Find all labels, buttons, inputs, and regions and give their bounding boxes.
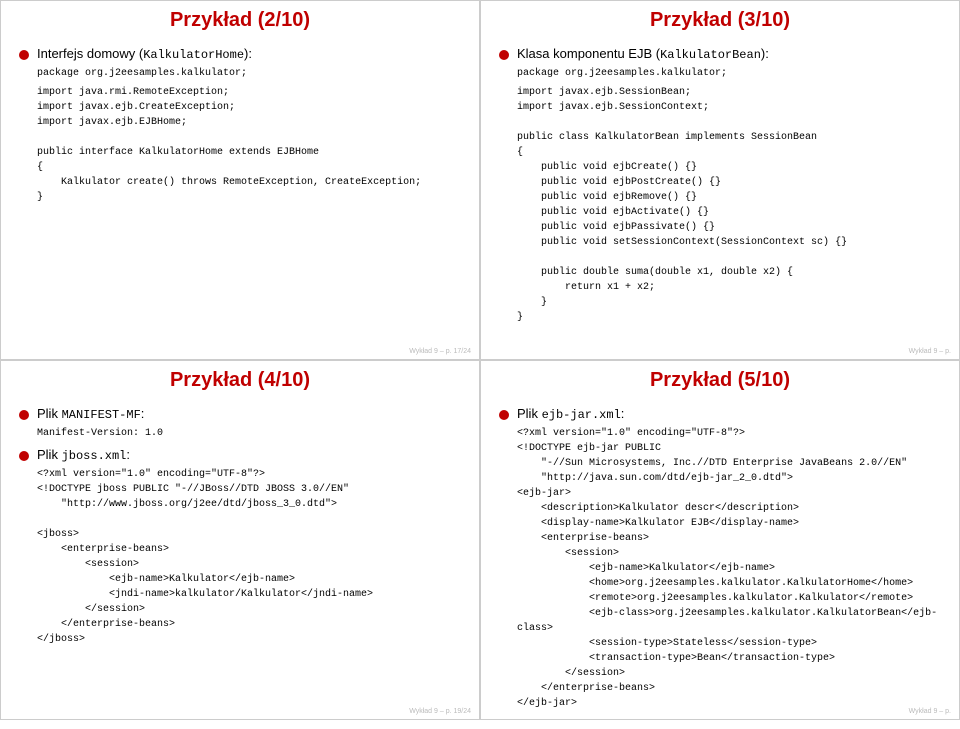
bullet-item: Interfejs domowy (KalkulatorHome):	[19, 46, 467, 62]
code-block: package org.j2eesamples.kalkulator;	[517, 66, 947, 81]
slide-2-10: Przykład (2/10) Interfejs domowy (Kalkul…	[0, 0, 480, 360]
bullet-item: Plik jboss.xml:	[19, 447, 467, 463]
slide-title: Przykład (2/10)	[13, 9, 467, 32]
slide-3-10: Przykład (3/10) Klasa komponentu EJB (Ka…	[480, 0, 960, 360]
bullet-text: Plik MANIFEST-MF:	[37, 406, 144, 422]
bullet-icon	[19, 451, 29, 461]
bullet-text: Interfejs domowy (KalkulatorHome):	[37, 46, 252, 62]
bullet-text: Plik ejb-jar.xml:	[517, 406, 624, 422]
code-block: Manifest-Version: 1.0	[37, 426, 467, 441]
page-footer: Wykład 9 – p. 17/24	[409, 348, 471, 355]
bullet-icon	[499, 50, 509, 60]
code-block: import javax.ejb.SessionBean; import jav…	[517, 85, 947, 325]
code-block: package org.j2eesamples.kalkulator;	[37, 66, 467, 81]
bullet-icon	[19, 50, 29, 60]
slide-title: Przykład (3/10)	[493, 9, 947, 32]
bullet-item: Plik ejb-jar.xml:	[499, 406, 947, 422]
bullet-icon	[19, 410, 29, 420]
code-block: <?xml version="1.0" encoding="UTF-8"?> <…	[37, 467, 467, 647]
page-footer: Wykład 9 – p.	[909, 348, 951, 355]
slide-grid: Przykład (2/10) Interfejs domowy (Kalkul…	[0, 0, 960, 720]
code-block: <?xml version="1.0" encoding="UTF-8"?> <…	[517, 426, 947, 711]
slide-title: Przykład (4/10)	[13, 369, 467, 392]
bullet-item: Plik MANIFEST-MF:	[19, 406, 467, 422]
slide-4-10: Przykład (4/10) Plik MANIFEST-MF: Manife…	[0, 360, 480, 720]
page-footer: Wykład 9 – p. 19/24	[409, 708, 471, 715]
slide-title: Przykład (5/10)	[493, 369, 947, 392]
bullet-icon	[499, 410, 509, 420]
code-block: import java.rmi.RemoteException; import …	[37, 85, 467, 205]
page-footer: Wykład 9 – p.	[909, 708, 951, 715]
bullet-text: Klasa komponentu EJB (KalkulatorBean):	[517, 46, 769, 62]
slide-5-10: Przykład (5/10) Plik ejb-jar.xml: <?xml …	[480, 360, 960, 720]
bullet-item: Klasa komponentu EJB (KalkulatorBean):	[499, 46, 947, 62]
bullet-text: Plik jboss.xml:	[37, 447, 130, 463]
